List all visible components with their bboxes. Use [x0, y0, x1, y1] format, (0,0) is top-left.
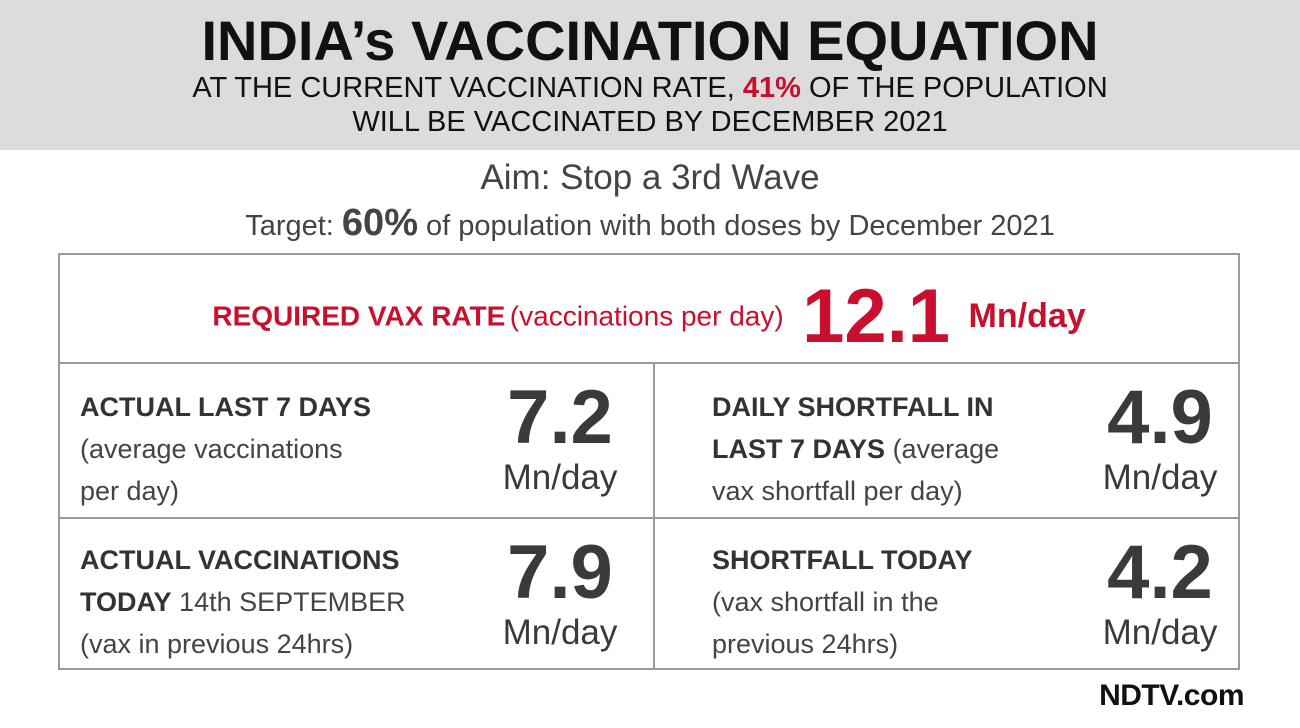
stat-value: 4.2 [1107, 530, 1213, 615]
stat-note: (average [885, 434, 1000, 464]
subtitle-text-post: OF THE POPULATION [800, 72, 1108, 104]
divider-horizontal-2 [60, 517, 1238, 519]
stat-note-line: vax shortfall per day) [712, 476, 963, 506]
stat-heading: SHORTFALL TODAY [712, 545, 973, 575]
stat-cell-today: ACTUAL VACCINATIONS TODAY 14th SEPTEMBER… [60, 519, 653, 668]
ndtv-logo: NDTV.com [1099, 679, 1244, 712]
subtitle-text-pre: AT THE CURRENT VACCINATION RATE, [192, 72, 743, 104]
stat-unit: Mn/day [502, 613, 618, 652]
page-title: INDIA’s VACCINATION EQUATION [201, 9, 1099, 72]
divider-vertical [653, 364, 655, 668]
stat-cell-text: ACTUAL LAST 7 DAYS (average vaccinations… [80, 386, 371, 512]
stat-heading: ACTUAL LAST 7 DAYS [80, 392, 372, 422]
required-rate-unit: Mn/day [968, 297, 1086, 335]
stat-cell-shortfall-today: SHORTFALL TODAY (vax shortfall in the pr… [655, 519, 1238, 668]
stat-note-line: per day) [80, 476, 180, 506]
stat-heading: TODAY [80, 587, 172, 617]
target-post: of population with both doses by Decembe… [417, 210, 1055, 242]
stat-unit: Mn/day [502, 458, 618, 497]
header-subtitle-line-2: WILL BE VACCINATED BY DECEMBER 2021 [352, 106, 948, 138]
stat-value: 4.9 [1107, 375, 1213, 460]
stat-unit: Mn/day [1102, 458, 1218, 497]
stat-cell-shortfall-7-days: DAILY SHORTFALL IN LAST 7 DAYS (average … [655, 364, 1238, 517]
divider-horizontal-1 [60, 362, 1238, 364]
required-rate-value: 12.1 [802, 274, 951, 359]
required-rate-row: REQUIRED VAX RATE (vaccinations per day)… [60, 273, 1238, 360]
target-percentage: 60% [341, 202, 418, 244]
required-rate-label: REQUIRED VAX RATE [212, 300, 506, 332]
stat-heading: DAILY SHORTFALL IN [712, 392, 994, 422]
subtitle-percentage: 41% [742, 72, 801, 104]
required-rate-note: (vaccinations per day) [509, 300, 784, 332]
stat-note-line: (average vaccinations [80, 434, 343, 464]
stat-heading: ACTUAL VACCINATIONS [80, 545, 400, 575]
stats-grid: REQUIRED VAX RATE (vaccinations per day)… [58, 253, 1240, 670]
stat-cell-text: SHORTFALL TODAY (vax shortfall in the pr… [712, 539, 973, 665]
stat-note-line: (vax shortfall in the [712, 587, 939, 617]
stat-value: 7.2 [507, 375, 613, 460]
stat-heading-line: LAST 7 DAYS (average [712, 428, 999, 470]
stat-heading-line: TODAY 14th SEPTEMBER [80, 581, 406, 623]
target-line: Target: 60% of population with both dose… [0, 202, 1300, 245]
aim-heading: Aim: Stop a 3rd Wave [480, 158, 820, 197]
header-subtitle-line-1: AT THE CURRENT VACCINATION RATE, 41% OF … [0, 72, 1300, 105]
stat-note: 14th SEPTEMBER [171, 587, 406, 617]
stat-heading: LAST 7 DAYS [712, 434, 886, 464]
stat-note-line: (vax in previous 24hrs) [80, 629, 354, 659]
stat-unit: Mn/day [1102, 613, 1218, 652]
stat-note-line: previous 24hrs) [712, 629, 899, 659]
stat-value: 7.9 [507, 530, 613, 615]
target-pre: Target: [245, 210, 342, 242]
stat-cell-text: DAILY SHORTFALL IN LAST 7 DAYS (average … [712, 386, 999, 512]
header-banner: INDIA’s VACCINATION EQUATION AT THE CURR… [0, 0, 1300, 150]
stat-cell-last-7-days: ACTUAL LAST 7 DAYS (average vaccinations… [60, 364, 653, 517]
stat-cell-text: ACTUAL VACCINATIONS TODAY 14th SEPTEMBER… [80, 539, 406, 665]
